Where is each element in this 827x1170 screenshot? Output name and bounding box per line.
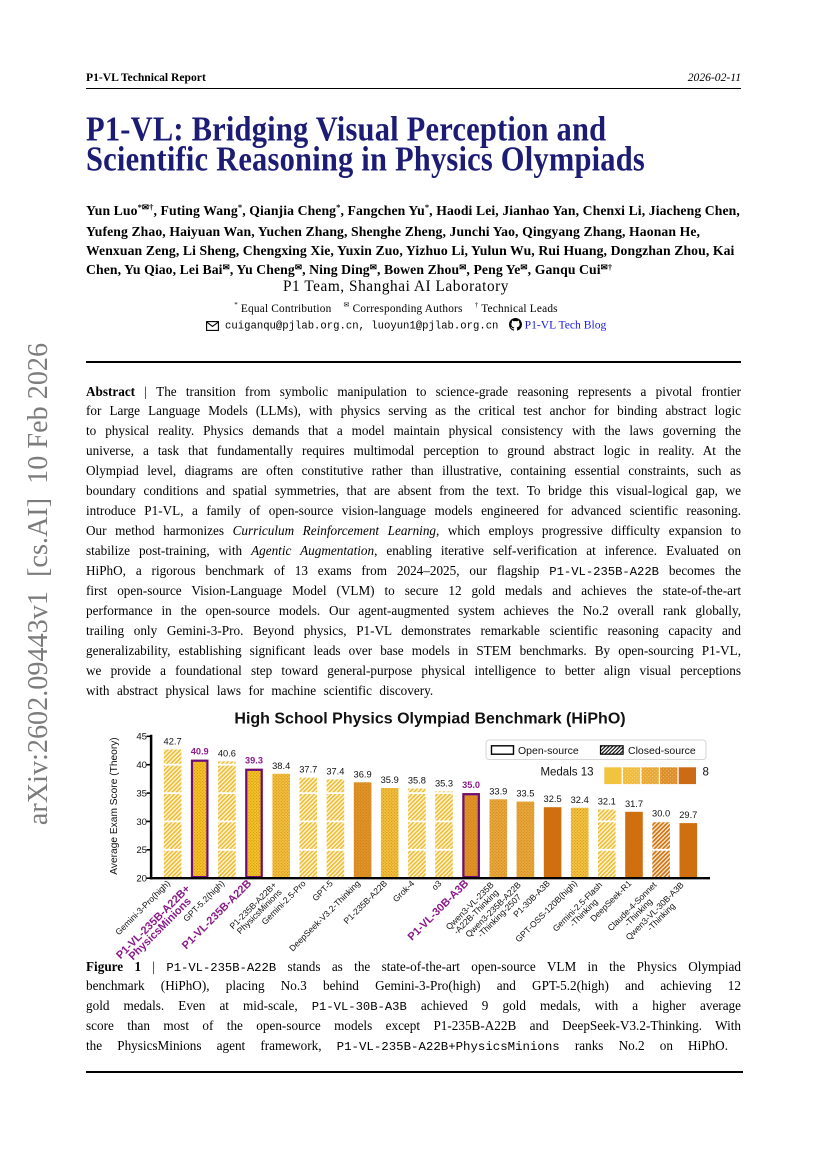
svg-text:8: 8 <box>703 767 709 779</box>
svg-text:20: 20 <box>136 874 147 885</box>
svg-text:35.3: 35.3 <box>435 778 453 788</box>
svg-text:25: 25 <box>136 845 147 856</box>
svg-text:33.9: 33.9 <box>489 786 507 796</box>
svg-text:35: 35 <box>136 789 147 800</box>
svg-text:30: 30 <box>136 817 147 828</box>
svg-text:29.7: 29.7 <box>679 810 697 820</box>
svg-text:Medals 13: Medals 13 <box>540 767 593 779</box>
svg-text:40.9: 40.9 <box>191 747 209 757</box>
svg-text:32.5: 32.5 <box>544 794 562 804</box>
svg-text:Open-source: Open-source <box>518 745 579 757</box>
svg-text:31.7: 31.7 <box>625 799 643 809</box>
svg-text:38.4: 38.4 <box>272 761 290 771</box>
svg-text:42.7: 42.7 <box>164 736 182 746</box>
svg-text:35.9: 35.9 <box>381 775 399 785</box>
svg-text:Grok-4: Grok-4 <box>391 878 417 904</box>
svg-text:Average Exam Score (Theory): Average Exam Score (Theory) <box>109 737 120 874</box>
svg-text:33.5: 33.5 <box>516 789 534 799</box>
svg-text:39.3: 39.3 <box>245 756 263 766</box>
svg-text:37.4: 37.4 <box>326 766 344 776</box>
svg-text:36.9: 36.9 <box>354 769 372 779</box>
svg-text:High School Physics Olympiad B: High School Physics Olympiad Benchmark (… <box>234 711 625 728</box>
svg-text:37.7: 37.7 <box>299 765 317 775</box>
svg-text:35.8: 35.8 <box>408 776 426 786</box>
svg-text:35.0: 35.0 <box>462 780 480 790</box>
svg-text:o3: o3 <box>430 878 444 892</box>
svg-text:32.4: 32.4 <box>571 795 589 805</box>
svg-text:30.0: 30.0 <box>652 808 670 818</box>
svg-text:32.1: 32.1 <box>598 797 616 807</box>
svg-text:40.6: 40.6 <box>218 748 236 758</box>
svg-text:40: 40 <box>136 760 147 771</box>
svg-text:Closed-source: Closed-source <box>628 745 696 757</box>
svg-text:GPT-5: GPT-5 <box>310 878 335 903</box>
svg-text:45: 45 <box>136 732 147 743</box>
